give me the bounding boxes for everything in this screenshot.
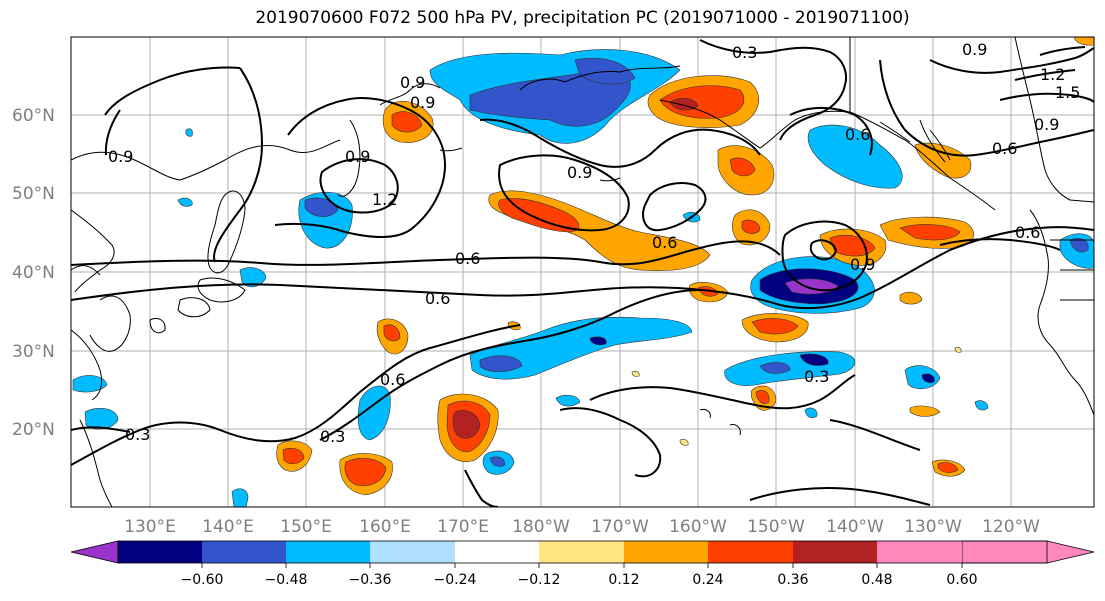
contour-label: 0.6: [992, 139, 1017, 158]
colorbar-segment: [370, 541, 455, 563]
contour-label: 0.9: [108, 147, 133, 166]
contour-label: 1.2: [372, 190, 397, 209]
contour-label: 0.9: [567, 163, 592, 182]
lon-label: 130°E: [124, 517, 176, 537]
colorbar-tick-label: −0.36: [349, 572, 392, 588]
colorbar-tick-label: 0.60: [946, 572, 977, 588]
contour-label: 1.2: [1040, 65, 1065, 84]
colorbar: −0.60 −0.48 −0.36 −0.24 −0.12 0.12 0.24 …: [70, 540, 1095, 588]
map-title: 2019070600 F072 500 hPa PV, precipitatio…: [255, 8, 910, 28]
lon-label: 120°W: [982, 517, 1040, 537]
colorbar-segment: [539, 541, 624, 563]
lon-label: 140°W: [826, 517, 884, 537]
lat-label: 50°N: [12, 184, 55, 204]
lon-label: 170°W: [591, 517, 649, 537]
map-area[interactable]: [70, 36, 1095, 508]
colorbar-segment: [624, 541, 708, 563]
colorbar-tick-label: 0.24: [692, 572, 723, 588]
contour-label: 0.9: [410, 93, 435, 112]
contour-label: 0.6: [845, 125, 870, 144]
contour-label: 0.6: [455, 249, 480, 268]
contour-label: 0.9: [1034, 115, 1059, 134]
lon-label: 150°W: [747, 517, 805, 537]
colorbar-segment: [455, 541, 539, 563]
colorbar-tick-label: −0.12: [518, 572, 561, 588]
colorbar-tick-label: −0.48: [265, 572, 308, 588]
lon-label: 180°W: [512, 517, 570, 537]
lat-label: 60°N: [12, 106, 55, 126]
latitude-labels: 60°N 50°N 40°N 30°N 20°N: [12, 106, 55, 440]
colorbar-segment: [793, 541, 877, 563]
contour-label: 0.3: [732, 43, 757, 62]
lat-label: 40°N: [12, 263, 55, 283]
contour-label: 0.9: [345, 147, 370, 166]
colorbar-segment: [708, 541, 793, 563]
colorbar-tick-label: −0.60: [181, 572, 224, 588]
colorbar-segment: [118, 541, 202, 563]
colorbar-tick-label: 0.12: [608, 572, 639, 588]
colorbar-segment: [286, 541, 370, 563]
lat-label: 30°N: [12, 342, 55, 362]
contour-label: 0.3: [125, 425, 150, 444]
lon-label: 140°E: [202, 517, 254, 537]
contour-label: 0.6: [652, 233, 677, 252]
contour-label: 0.9: [400, 73, 425, 92]
longitude-labels: 130°E 140°E 150°E 160°E 170°E 180°W 170°…: [124, 517, 1040, 537]
lon-label: 130°W: [904, 517, 962, 537]
pv-contours: [71, 39, 1094, 507]
colorbar-segment: [877, 541, 962, 563]
lon-label: 160°E: [359, 517, 411, 537]
colorbar-segment: [202, 541, 286, 563]
contour-labels: 0.3 0.9 0.9 0.9 0.6 0.9 1.2 0.9 0.6 0.6 …: [108, 40, 1080, 446]
lon-label: 160°W: [669, 517, 727, 537]
colorbar-min-arrow: [70, 540, 119, 564]
contour-label: 1.5: [1055, 83, 1080, 102]
map-frame: [70, 36, 1095, 508]
lon-label: 150°E: [280, 517, 332, 537]
colorbar-max-arrow: [961, 540, 1095, 564]
colorbar-tick-label: −0.24: [434, 572, 477, 588]
contour-label: 0.6: [425, 289, 450, 308]
contour-label: 0.9: [962, 40, 987, 59]
contour-label: 0.3: [804, 367, 829, 386]
lon-label: 170°E: [437, 517, 489, 537]
coastlines: [71, 37, 1094, 507]
colorbar-tick-label: 0.48: [861, 572, 892, 588]
colorbar-tick-label: 0.36: [777, 572, 808, 588]
contour-label: 0.6: [380, 370, 405, 389]
contour-label: 0.3: [320, 427, 345, 446]
negative-anomaly-ne-pacific: [807, 124, 903, 189]
contour-label: 0.9: [850, 255, 875, 274]
contour-label: 0.6: [1015, 223, 1040, 242]
lat-label: 20°N: [12, 420, 55, 440]
